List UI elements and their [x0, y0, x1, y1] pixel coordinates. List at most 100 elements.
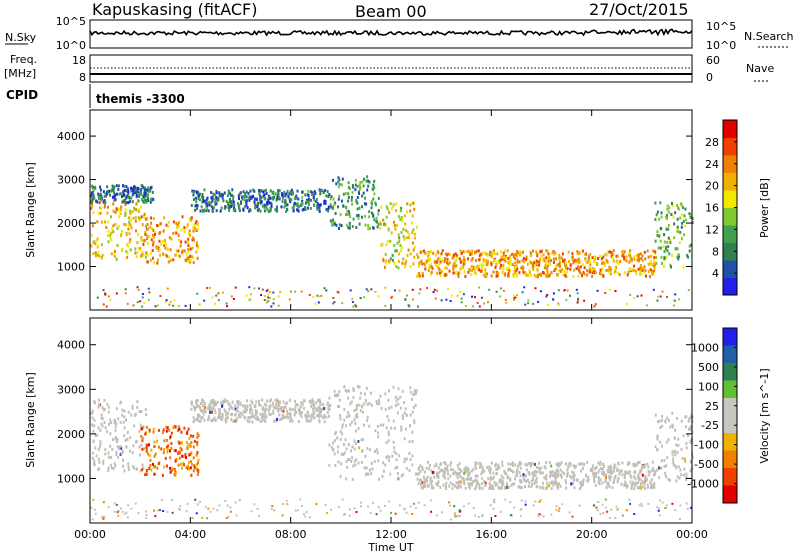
power-cell — [565, 261, 567, 265]
velocity-cell — [97, 426, 100, 430]
velocity-cell — [145, 447, 148, 451]
velocity-cell — [134, 502, 137, 505]
power-cell — [516, 258, 519, 262]
velocity-cell — [151, 462, 154, 466]
velocity-cell — [320, 410, 322, 414]
velocity-cell — [348, 514, 351, 517]
power-cell — [141, 305, 144, 308]
power-cell — [233, 202, 236, 206]
velocity-cell — [554, 471, 557, 475]
power-cell — [527, 299, 530, 302]
velocity-cell — [187, 467, 190, 471]
velocity-cell — [275, 406, 278, 410]
velocity-cell — [462, 478, 465, 482]
power-cell — [413, 255, 416, 259]
power-cell — [141, 223, 144, 227]
power-cell — [245, 203, 248, 207]
velocity-cell — [317, 409, 320, 413]
power-cell — [93, 196, 96, 200]
power-cell — [449, 300, 452, 302]
velocity-cell — [328, 414, 331, 418]
power-cell — [684, 224, 687, 228]
velocity-cell — [177, 463, 180, 467]
power-cell — [112, 230, 115, 233]
power-cell — [457, 275, 460, 278]
velocity-cell — [403, 457, 406, 461]
power-cell — [466, 250, 469, 254]
velocity-cell — [203, 418, 206, 422]
power-cell — [397, 233, 400, 237]
velocity-cell — [98, 398, 100, 402]
power-cell — [175, 226, 178, 230]
velocity-cell — [539, 486, 542, 490]
velocity-cell — [232, 420, 235, 423]
velocity-cell — [452, 472, 455, 476]
velocity-cell — [197, 434, 200, 438]
velocity-cell — [656, 448, 659, 451]
velocity-cell — [312, 403, 314, 407]
velocity-cell — [680, 473, 683, 477]
power-cell — [666, 204, 669, 208]
power-cell — [127, 187, 130, 191]
power-cell — [111, 184, 114, 188]
velocity-cell — [489, 478, 492, 482]
power-cell — [660, 246, 662, 250]
velocity-cell — [209, 405, 212, 409]
velocity-cell — [303, 399, 306, 403]
velocity-cell — [192, 469, 195, 473]
power-cell — [478, 268, 481, 272]
velocity-cell — [634, 484, 637, 488]
velocity-cell — [500, 478, 502, 482]
power-cell — [446, 261, 449, 265]
power-cell — [232, 200, 235, 204]
power-cell — [341, 302, 344, 305]
velocity-cell — [417, 472, 420, 476]
velocity-cell — [572, 474, 575, 478]
power-cell — [518, 250, 521, 254]
power-cell — [633, 257, 636, 261]
velocity-cell — [630, 476, 633, 480]
velocity-cell — [359, 396, 362, 400]
power-cell — [145, 200, 148, 204]
velocity-cell — [643, 463, 646, 467]
velocity-cell — [509, 478, 511, 482]
velocity-cell — [644, 476, 647, 480]
power-cell — [611, 256, 614, 260]
power-cell — [688, 212, 691, 216]
power-cell — [438, 267, 441, 271]
power-cell — [313, 203, 315, 207]
power-cell — [496, 260, 499, 264]
velocity-cell — [337, 460, 340, 464]
velocity-cell — [400, 474, 403, 478]
velocity-cell — [271, 505, 274, 508]
power-cell — [103, 195, 106, 198]
velocity-cell — [676, 451, 679, 454]
power-cell — [461, 265, 464, 268]
power-cell — [410, 221, 413, 225]
velocity-cell — [393, 450, 396, 454]
velocity-cell — [397, 476, 400, 480]
power-cell — [504, 298, 507, 301]
power-cell — [663, 264, 666, 268]
power-cell — [459, 267, 462, 271]
power-cell — [372, 226, 375, 230]
velocity-cell — [277, 409, 280, 413]
power-cell — [247, 299, 250, 302]
power-cell — [535, 259, 538, 263]
velocity-cell — [179, 446, 182, 450]
velocity-cell — [629, 502, 632, 505]
power-cell — [625, 255, 628, 259]
power-cell — [505, 267, 508, 271]
velocity-cell — [509, 514, 512, 517]
velocity-cell — [91, 518, 94, 521]
velocity-cell — [629, 480, 632, 484]
velocity-cell — [604, 498, 607, 501]
power-cell — [486, 262, 489, 266]
power-cell — [519, 253, 522, 257]
velocity-cell — [166, 438, 169, 442]
power-cell — [552, 260, 555, 264]
velocity-cell — [408, 452, 411, 455]
power-cell — [404, 262, 407, 266]
velocity-cell — [572, 478, 575, 482]
velocity-cell — [492, 507, 495, 510]
